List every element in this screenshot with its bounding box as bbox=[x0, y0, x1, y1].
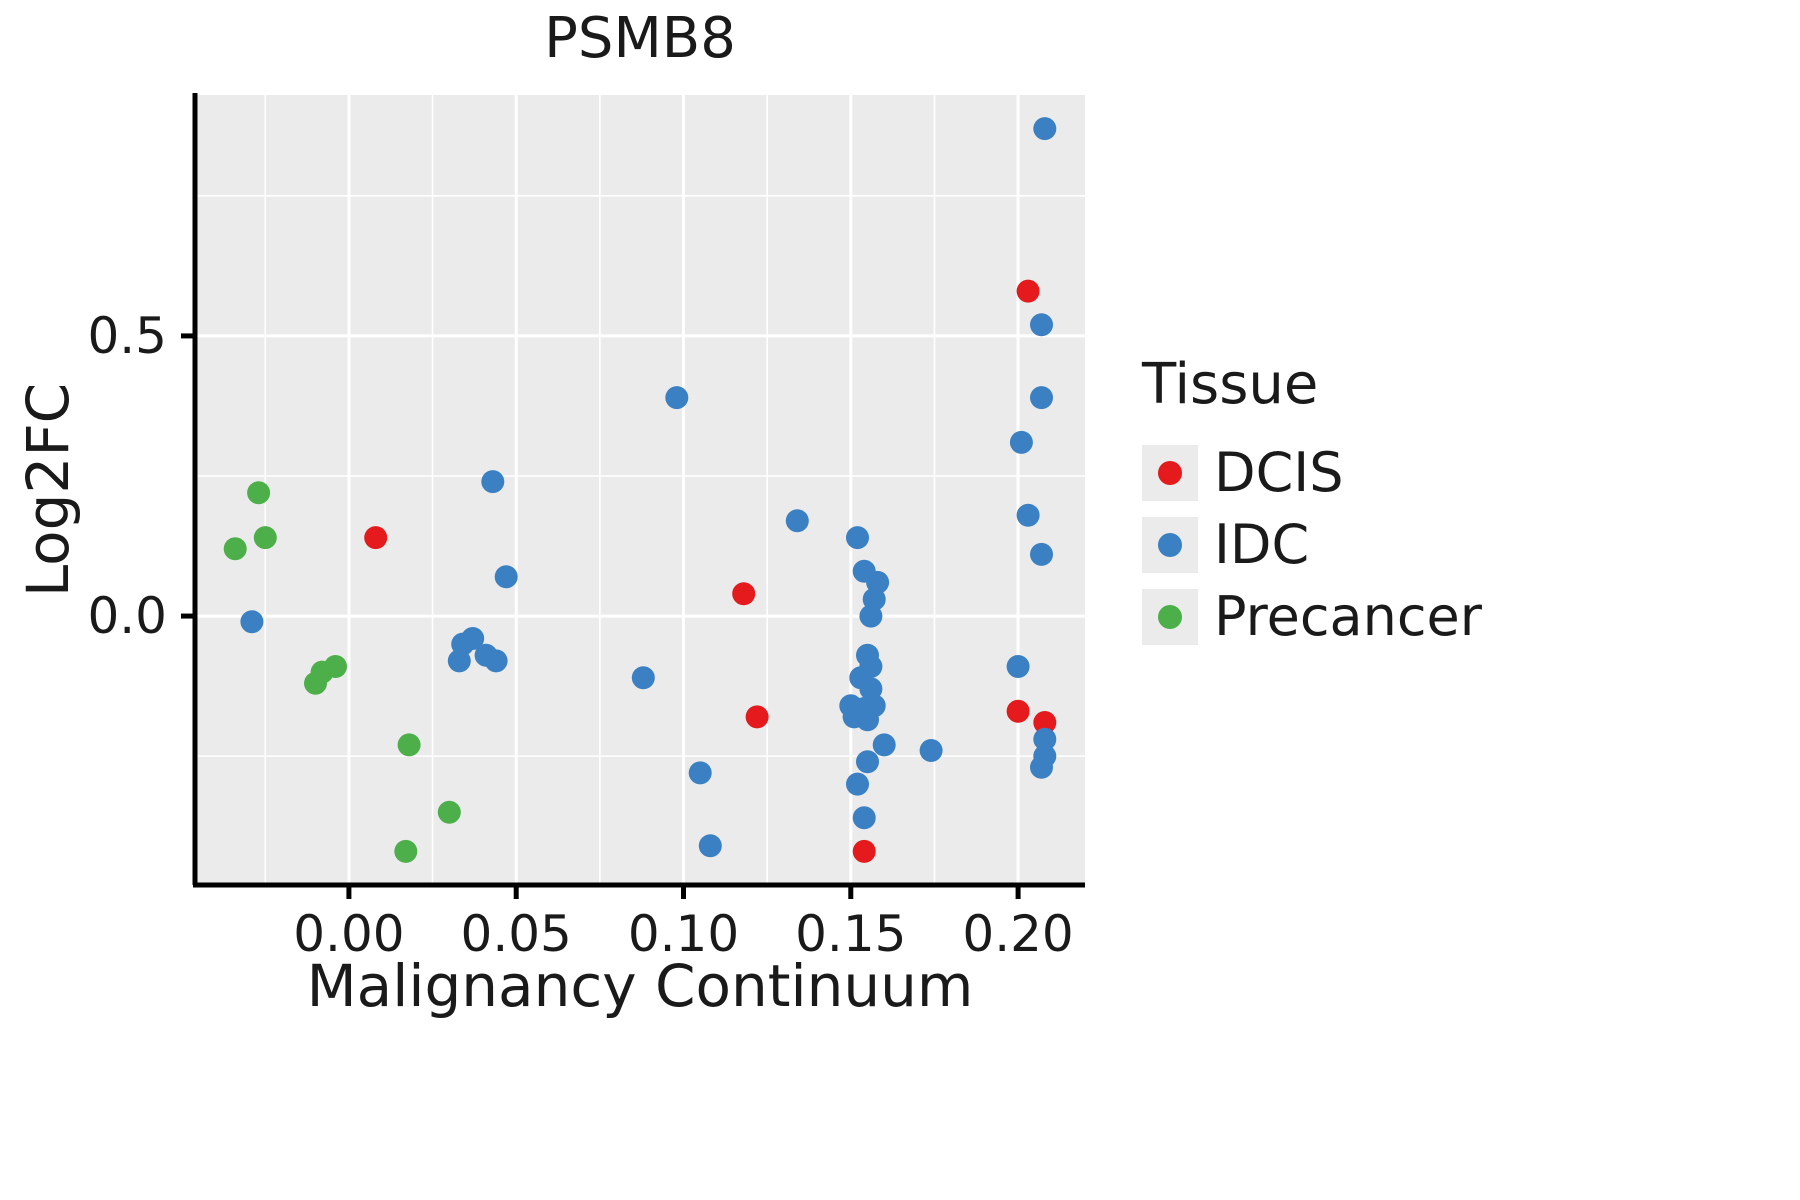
data-point-dcis bbox=[745, 705, 769, 729]
legend-entry-dcis: DCIS bbox=[1142, 441, 1482, 504]
data-point-idc bbox=[481, 470, 505, 494]
x-tick-label: 0.00 bbox=[293, 905, 404, 963]
legend-title: Tissue bbox=[1142, 352, 1319, 417]
data-point-idc bbox=[494, 565, 518, 589]
legend-entry-idc: IDC bbox=[1142, 513, 1482, 576]
data-point-idc bbox=[872, 733, 896, 757]
chart-title: PSMB8 bbox=[544, 6, 736, 71]
legend-label-dcis: DCIS bbox=[1214, 441, 1344, 504]
idc-dot-icon bbox=[1158, 532, 1182, 557]
data-point-idc bbox=[1006, 655, 1030, 678]
data-point-idc bbox=[1033, 727, 1057, 751]
data-point-idc bbox=[785, 509, 809, 533]
scatter-plot: 0.00 0.05 0.10 0.15 0.20 0.0 0.5 bbox=[87, 93, 1085, 963]
x-tick-label: 0.15 bbox=[795, 905, 906, 963]
data-point-dcis bbox=[732, 582, 756, 606]
data-point-idc bbox=[631, 666, 655, 690]
data-point-precancer bbox=[247, 481, 271, 505]
data-point-idc bbox=[1030, 386, 1053, 410]
y-tick-label: 0.5 bbox=[87, 307, 167, 365]
data-point-idc bbox=[698, 834, 722, 858]
y-tick-label: 0.0 bbox=[87, 587, 167, 645]
data-point-idc bbox=[852, 806, 876, 830]
data-point-idc bbox=[846, 526, 869, 550]
x-tick-label: 0.10 bbox=[628, 905, 739, 963]
legend-entry-precancer: Precancer bbox=[1142, 585, 1482, 648]
data-point-idc bbox=[1033, 117, 1057, 141]
data-point-idc bbox=[461, 627, 485, 650]
data-point-precancer bbox=[437, 800, 461, 824]
data-point-idc bbox=[1030, 755, 1053, 779]
x-tick-label: 0.05 bbox=[461, 905, 572, 963]
data-point-idc bbox=[1030, 542, 1053, 566]
data-point-idc bbox=[1009, 430, 1033, 454]
legend: Tissue DCIS IDC Precancer bbox=[1142, 352, 1482, 657]
legend-key-precancer bbox=[1142, 588, 1198, 645]
y-axis-label: Log2FC bbox=[14, 382, 82, 598]
x-tick-label: 0.20 bbox=[962, 905, 1073, 963]
data-point-precancer bbox=[397, 733, 421, 757]
data-point-dcis bbox=[364, 526, 388, 550]
data-point-idc bbox=[859, 604, 883, 628]
data-point-idc bbox=[846, 772, 869, 796]
data-point-dcis bbox=[1033, 711, 1057, 734]
x-axis-label: Malignancy Continuum bbox=[306, 952, 974, 1020]
legend-label-precancer: Precancer bbox=[1214, 585, 1482, 648]
data-point-idc bbox=[688, 761, 712, 785]
data-point-precancer bbox=[223, 537, 247, 561]
data-point-dcis bbox=[1006, 699, 1030, 723]
data-point-idc bbox=[856, 750, 879, 774]
data-point-precancer bbox=[324, 655, 347, 678]
data-point-dcis bbox=[852, 839, 876, 863]
data-point-idc bbox=[484, 649, 508, 673]
legend-key-dcis bbox=[1142, 444, 1198, 501]
data-point-idc bbox=[919, 739, 943, 762]
data-point-precancer bbox=[253, 526, 277, 550]
data-point-idc bbox=[1016, 503, 1040, 527]
legend-key-idc bbox=[1142, 516, 1198, 573]
precancer-dot-icon bbox=[1158, 604, 1182, 629]
dcis-dot-icon bbox=[1158, 460, 1182, 485]
data-point-idc bbox=[240, 610, 264, 634]
data-point-idc bbox=[1030, 313, 1053, 337]
data-point-idc bbox=[856, 708, 879, 732]
data-point-precancer bbox=[394, 839, 418, 863]
data-point-idc bbox=[665, 386, 689, 410]
legend-label-idc: IDC bbox=[1214, 513, 1310, 576]
data-point-dcis bbox=[1016, 279, 1040, 303]
plot-panel bbox=[195, 95, 1085, 885]
